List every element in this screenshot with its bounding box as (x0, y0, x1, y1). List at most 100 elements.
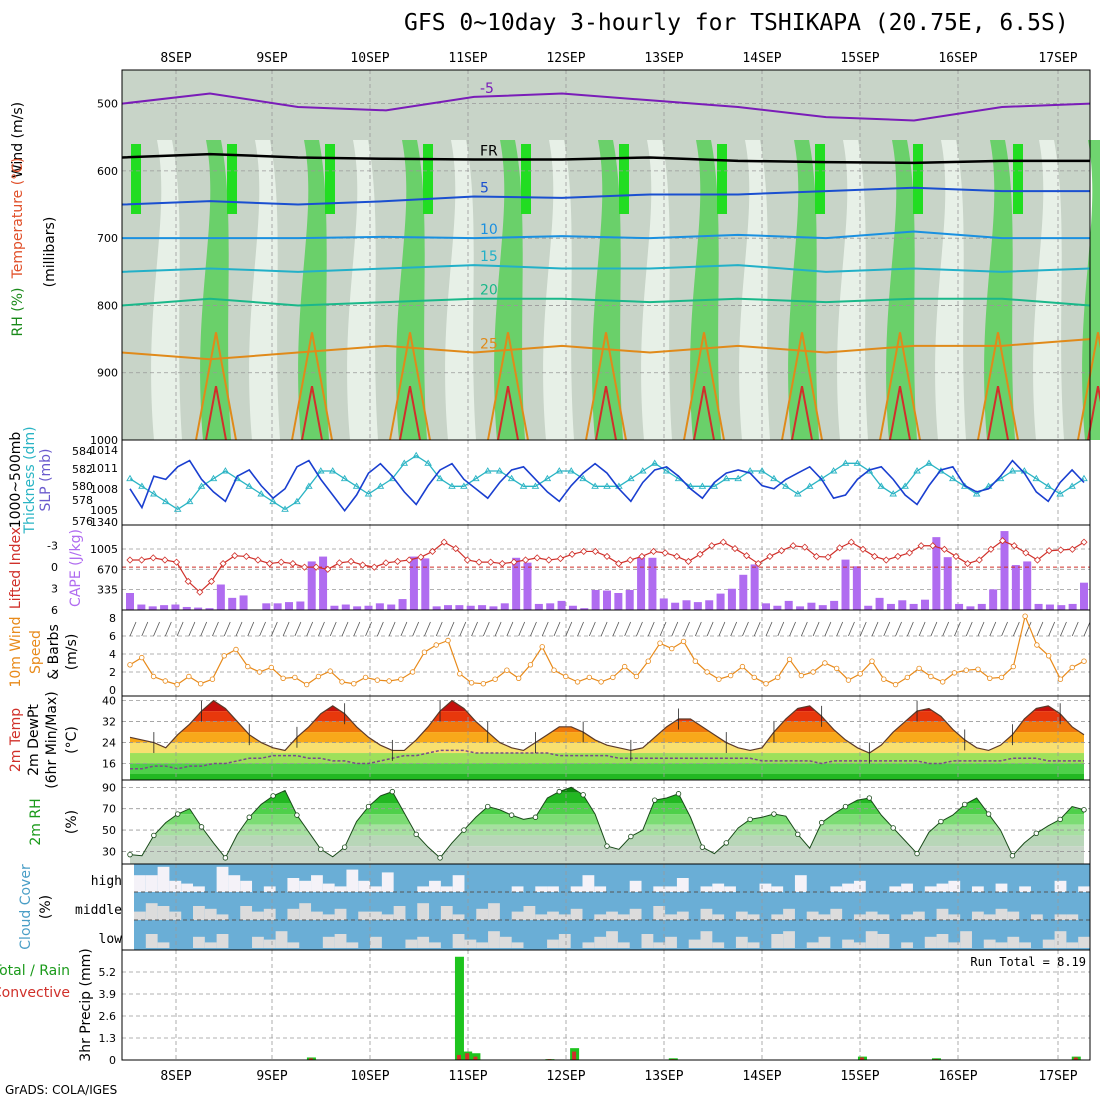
cape-bar (932, 537, 941, 610)
temp-tick-label: 24 (102, 737, 116, 750)
wind-barb (176, 621, 184, 637)
lifted-index-point (1022, 549, 1030, 557)
wind-barb (706, 621, 714, 637)
wind-barb (612, 621, 620, 637)
cloud-cell (901, 942, 913, 948)
thickness-point (161, 497, 170, 505)
rh-saturated-core (423, 144, 433, 214)
rh-point (413, 831, 419, 838)
precip-convective-label: Convective (0, 985, 70, 1001)
cloud-cell (1078, 886, 1090, 892)
rh-point (151, 832, 157, 839)
wind-barb (1036, 621, 1044, 637)
slp-tick-label: 1340 (90, 516, 118, 529)
wind-barb (906, 621, 914, 637)
thickness-level-label: 1000~500mb (8, 432, 24, 529)
cloud-cell (594, 914, 607, 920)
thickness-point (257, 490, 265, 497)
temp-band (130, 732, 1084, 743)
lifted-index-point (905, 549, 914, 557)
cloud-cell (724, 886, 736, 892)
precip-axis-label: 3hr Precip (mm) (78, 948, 94, 1061)
wind-speed-point (256, 669, 263, 675)
rh-plume (1033, 140, 1064, 440)
thickness-point (877, 482, 886, 489)
cloud-cell (511, 942, 524, 948)
cloud-cell (700, 886, 713, 892)
cloud-cell (830, 886, 843, 892)
thickness-point (841, 459, 850, 466)
lifted-index-point (708, 542, 716, 550)
rh-point (628, 833, 634, 840)
isotherm-line (121, 92, 1091, 122)
cloud-cell (688, 939, 701, 948)
li-tick-label: 6 (51, 604, 58, 617)
lifted-index-point (335, 559, 343, 567)
wind-speed-point (939, 679, 946, 685)
wind-barb (506, 621, 514, 637)
wind-barb (954, 621, 961, 637)
wind-barb (471, 621, 478, 637)
cape-bar (216, 584, 225, 610)
isotherm-label: 20 (480, 283, 498, 299)
lifted-index-point (231, 552, 239, 560)
wind-speed-point (492, 676, 498, 682)
temp-line (129, 699, 1085, 754)
slp-tick-label: 1014 (90, 444, 118, 457)
rh-point (365, 803, 372, 810)
lifted-index-point (172, 558, 181, 566)
cloud-cell (771, 934, 784, 948)
cape-bar (182, 606, 191, 610)
bottom-date-label: 11SEP (448, 1069, 487, 1084)
cape-bar (818, 605, 827, 610)
thickness-point (603, 482, 611, 489)
wind-speed-point (221, 653, 227, 659)
cloud-cell (558, 914, 571, 920)
cloud-cell (157, 906, 170, 920)
pressure-axis-label: (millibars) (42, 217, 58, 288)
wind-speed-point (421, 649, 428, 655)
cloud-cell (429, 942, 441, 948)
wind-speed-point (1034, 642, 1040, 648)
rh-saturated-core (913, 144, 923, 214)
wind-barb (341, 621, 349, 637)
wind-barb (200, 621, 208, 637)
wind-barb (553, 621, 561, 637)
rh-tick-label: 50 (102, 824, 116, 837)
wind-tick-label: 8 (109, 612, 116, 625)
thickness-point (1044, 482, 1053, 489)
wind-barb (306, 621, 314, 637)
hot-cell-contour (205, 385, 227, 441)
wind-barb (647, 621, 655, 637)
thickness-point (638, 467, 647, 474)
cloud-cell (287, 878, 300, 892)
cloud-cell (806, 911, 819, 920)
cape-axis-label: CAPE (J/kg) (68, 529, 84, 607)
cloud-cell (322, 936, 335, 948)
rh-point (198, 824, 205, 830)
wind-barb (683, 621, 690, 637)
wind-speed-point (209, 676, 216, 682)
cape-bar (466, 605, 475, 610)
cloud-cell (853, 914, 866, 920)
precip-tick-label: 2.6 (99, 1010, 117, 1023)
rh-point (652, 797, 658, 803)
warm-cell-contour (683, 332, 725, 441)
wind-speed-point (351, 681, 357, 687)
cloud-cell (157, 866, 170, 892)
isotherm-line (121, 297, 1091, 307)
slp-gridlines (175, 440, 1059, 525)
cloud-cell (924, 886, 937, 892)
wind-barb (412, 621, 420, 637)
wind-speed-point (610, 674, 616, 681)
cloud-cell (818, 936, 831, 948)
warm-cell-contour (977, 332, 1019, 441)
bottom-date-label: 15SEP (840, 1069, 879, 1084)
wind-speed-point (621, 663, 628, 670)
wind-barb (188, 621, 196, 637)
rh-point (818, 819, 825, 826)
thickness-point (1068, 482, 1076, 489)
lifted-index-point (196, 588, 204, 596)
cloud-cell (134, 911, 146, 920)
thickness-point (972, 490, 981, 497)
